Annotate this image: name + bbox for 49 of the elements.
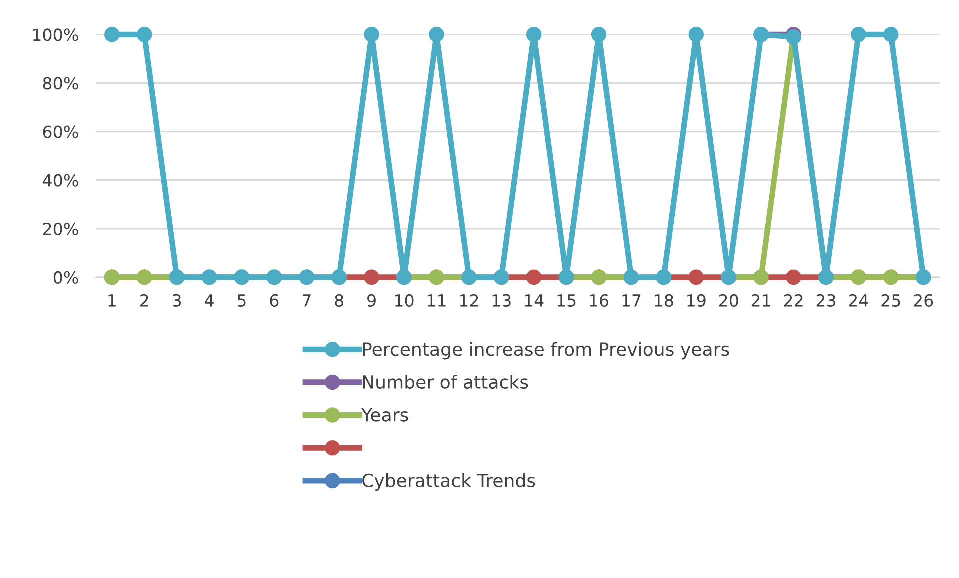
y-tick-label: 20% [43,222,78,236]
legend-label: Years [362,408,408,422]
point [688,27,704,42]
x-tick-label: 24 [849,294,868,307]
x-tick-label: 20 [719,294,738,308]
point [883,27,899,42]
x-tick-label: 9 [368,294,376,308]
x-tick-label: 19 [688,294,706,308]
x-tick-label: 18 [655,294,674,308]
point [429,27,444,42]
point [526,270,542,286]
x-tick-label: 5 [238,294,246,308]
x-tick-label: 23 [816,294,836,308]
point [104,27,120,42]
x-tick-label: 25 [882,294,900,308]
y-tick-label: 40% [43,174,78,187]
x-tick-label: 7 [302,294,311,307]
x-tick-label: 13 [492,294,511,308]
point [364,27,380,42]
point [688,270,704,286]
x-tick-label: 1 [108,294,116,307]
x-tick-label: 11 [428,294,446,307]
y-tick-label: 80% [43,77,78,90]
point [364,270,380,286]
x-tick-label: 14 [525,294,544,307]
y-tick-label: 60% [43,126,78,138]
x-tick-label: 8 [335,294,344,308]
x-tick-label: 21 [752,294,770,307]
x-tick-label: 22 [784,294,803,307]
point [136,27,152,42]
y-tick-label: 100% [33,28,78,42]
point [591,27,607,42]
x-tick-label: 10 [395,294,414,308]
x-tick-label: 17 [622,294,641,307]
legend-label: Percentage increase from Previous years [363,342,730,360]
point [526,27,542,42]
x-tick-label: 6 [270,294,279,308]
x-tick-label: 3 [173,294,182,308]
x-tick-label: 26 [914,294,934,308]
x-tick-label: 15 [558,294,576,308]
point [786,270,802,286]
x-tick-label: 16 [590,294,609,308]
legend-label: Cyberattack Trends [362,474,536,492]
x-tick-label: 4 [205,294,214,307]
x-tick-label: 2 [140,294,148,307]
legend-label: Number of attacks [363,375,528,390]
y-tick-label: 0% [54,271,78,284]
point [851,27,866,42]
x-tick-label: 12 [460,294,478,307]
